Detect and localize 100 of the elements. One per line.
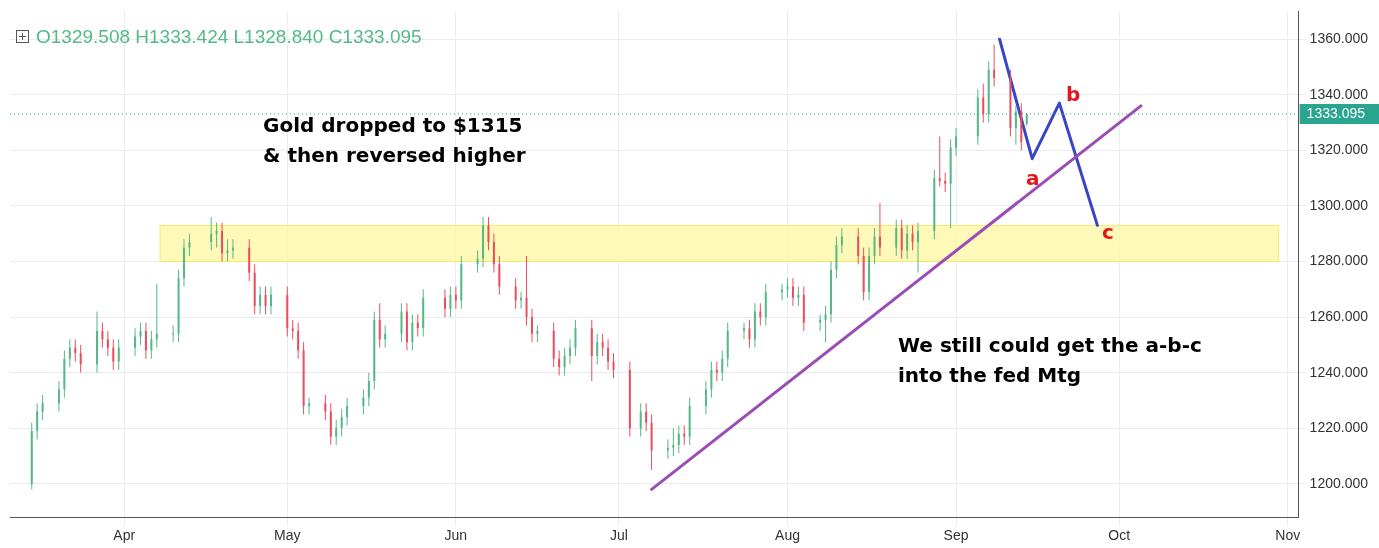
candlestick [215,222,218,249]
y-tick-label: 1340.000 [1309,85,1369,102]
x-tick-label: May [274,527,301,544]
candlestick [607,338,610,371]
annotation: Gold dropped to $1315 & then reversed higher [263,112,526,169]
x-tick-label: Jul [610,527,628,544]
candlestick [476,249,479,274]
candlestick [79,344,82,374]
candlestick [182,238,185,288]
candlestick [900,219,903,260]
y-tick-label: 1320.000 [1309,141,1369,158]
candlestick [400,302,403,343]
candlestick [911,224,914,251]
candlestick [139,322,142,346]
candlestick [57,380,60,413]
candlestick [335,419,338,446]
candlestick [683,424,686,446]
candlestick [797,286,800,307]
candlestick [721,349,724,382]
candlestick [68,338,71,368]
y-tick-label: 1220.000 [1309,419,1369,436]
candlestick [384,324,387,349]
candlestick [188,233,191,257]
candlestick [36,402,39,440]
y-tick-label: 1280.000 [1309,252,1369,269]
candlestick [346,397,349,426]
candlestick [150,330,153,360]
candlestick [840,227,843,254]
candlestick [367,372,370,407]
candlestick [498,255,501,296]
candlestick [955,127,958,157]
candlestick [416,313,419,338]
candlestick [982,83,985,124]
candlestick [514,277,517,310]
candlestick [226,238,229,263]
y-tick-label: 1300.000 [1309,196,1369,213]
candlestick [449,286,452,318]
candlestick [563,347,566,376]
candlestick [906,224,909,260]
candlestick [155,283,158,349]
candlestick [639,402,642,438]
candlestick [759,302,762,326]
annotation: c [1102,220,1114,244]
candlestick [857,227,860,265]
candlestick [443,288,446,318]
candlestick [454,286,457,310]
x-tick-label: Oct [1108,527,1131,544]
candlestick [574,319,577,357]
candlestick [492,233,495,274]
candlestick [791,277,794,307]
candlestick [830,261,833,324]
annotation: a [1026,166,1040,190]
candlestick [144,322,147,360]
candlestick [525,255,528,326]
candlestick [748,319,751,349]
annotation: We still could get the a-b-c into the fed Mtg [898,332,1202,389]
candlestick [612,352,615,379]
ref-line-label: 1333.095 [1306,104,1366,121]
candlestick [117,338,120,371]
candlestick [781,283,784,301]
candlestick [710,361,713,399]
x-tick-label: Jun [444,527,468,544]
candlestick [96,311,98,374]
candlestick [824,305,827,343]
x-tick-label: Sep [943,527,969,544]
candlestick [297,322,300,360]
candlestick [269,286,272,315]
candlestick [340,408,343,438]
candlestick [172,324,175,343]
candlestick [944,172,947,193]
candlestick [324,394,327,421]
x-tick-label: Aug [775,527,800,544]
y-tick-label: 1260.000 [1309,307,1369,324]
candlestick [938,135,941,187]
candlestick [101,322,104,349]
candlestick [1014,105,1017,146]
candlestick [873,227,876,265]
candlestick [704,380,707,415]
candlestick [530,308,533,343]
x-tick-label: Apr [113,527,136,544]
y-tick-label: 1240.000 [1309,363,1369,380]
candlestick [259,286,262,315]
candlestick [134,327,137,357]
candlestick [878,202,881,257]
annotation: b [1066,82,1081,106]
candlestick [41,394,44,421]
candlestick [378,302,381,349]
candlestick [411,313,414,351]
candlestick [558,349,561,376]
candlestick [106,330,109,357]
candlestick [596,333,599,365]
candlestick [666,438,669,460]
candlestick [291,319,294,340]
annotation: O1329.508 H1333.424 L1328.840 C1333.095 [36,26,422,48]
candlestick [672,427,675,457]
candlestick [917,222,920,274]
candlestick [362,388,365,415]
candlestick [819,313,822,332]
candlestick [210,216,213,251]
candlestick [743,322,746,340]
